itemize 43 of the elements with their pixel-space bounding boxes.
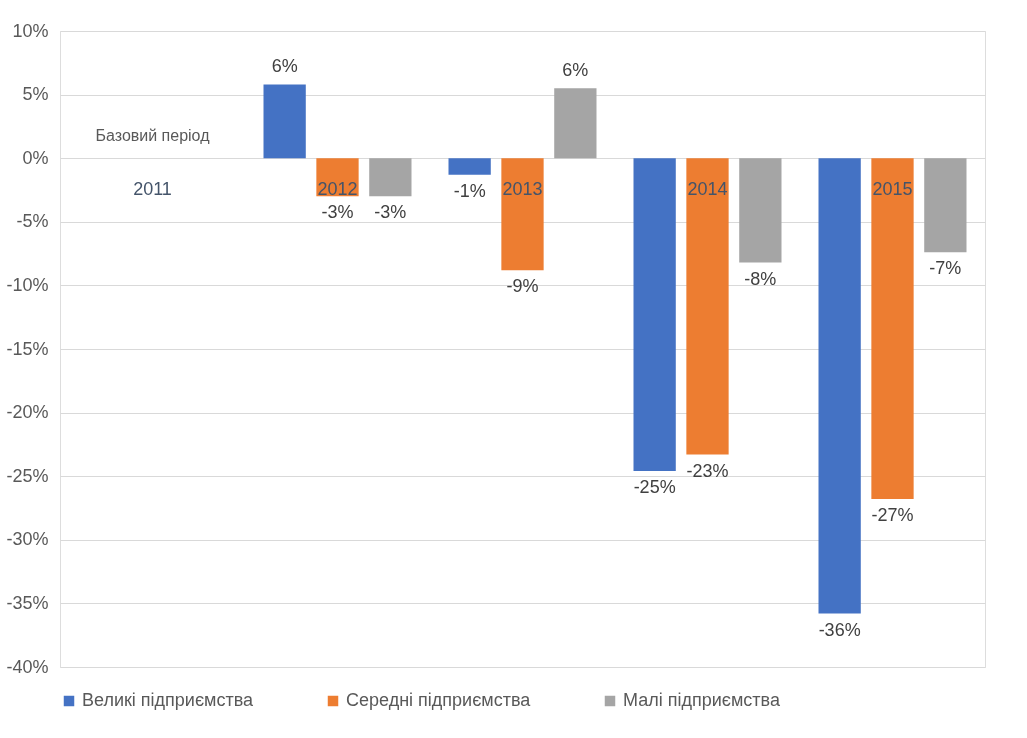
y-tick-label: -35%	[6, 592, 49, 613]
bar	[501, 158, 544, 271]
data-label: -36%	[818, 619, 861, 640]
bar	[448, 158, 491, 175]
bar	[633, 158, 676, 472]
data-label: -7%	[929, 258, 962, 279]
bar	[369, 158, 412, 197]
y-tick-label: 5%	[22, 84, 49, 105]
legend-label: Великі підприємства	[82, 690, 255, 710]
legend-label: Середні підприємства	[346, 690, 532, 710]
bar	[554, 88, 597, 159]
annotation: Базовий період	[95, 127, 211, 145]
y-tick-label: -10%	[6, 274, 49, 295]
data-label: -23%	[686, 460, 729, 481]
legend-label: Малі підприємства	[623, 690, 781, 710]
x-tick-label: 2012	[317, 178, 358, 199]
x-tick-label: 2013	[502, 178, 543, 199]
y-tick-label: 10%	[12, 20, 49, 41]
x-tick-label: 2015	[872, 178, 913, 199]
bar	[263, 84, 306, 159]
y-tick-label: -25%	[6, 465, 49, 486]
data-label: -9%	[506, 276, 539, 297]
x-tick-label: 2011	[133, 178, 172, 199]
data-label: 6%	[562, 60, 589, 81]
y-tick-label: -30%	[6, 529, 49, 550]
data-label: -25%	[633, 477, 676, 498]
y-tick-label: -15%	[6, 338, 49, 359]
y-tick-label: 0%	[22, 147, 49, 168]
x-tick-label: 2014	[687, 178, 728, 199]
data-label: -8%	[744, 268, 777, 289]
bar	[739, 158, 782, 263]
bar	[871, 158, 914, 500]
bar	[686, 158, 729, 455]
data-label: -27%	[871, 505, 914, 526]
bar	[818, 158, 861, 614]
y-tick-label: -5%	[16, 211, 49, 232]
y-tick-label: -40%	[6, 656, 49, 677]
data-label: -3%	[374, 202, 407, 223]
bar	[924, 158, 967, 253]
data-label: 6%	[271, 56, 298, 77]
data-label: -3%	[321, 202, 354, 223]
data-label: -1%	[453, 180, 486, 201]
y-tick-label: -20%	[6, 402, 49, 423]
